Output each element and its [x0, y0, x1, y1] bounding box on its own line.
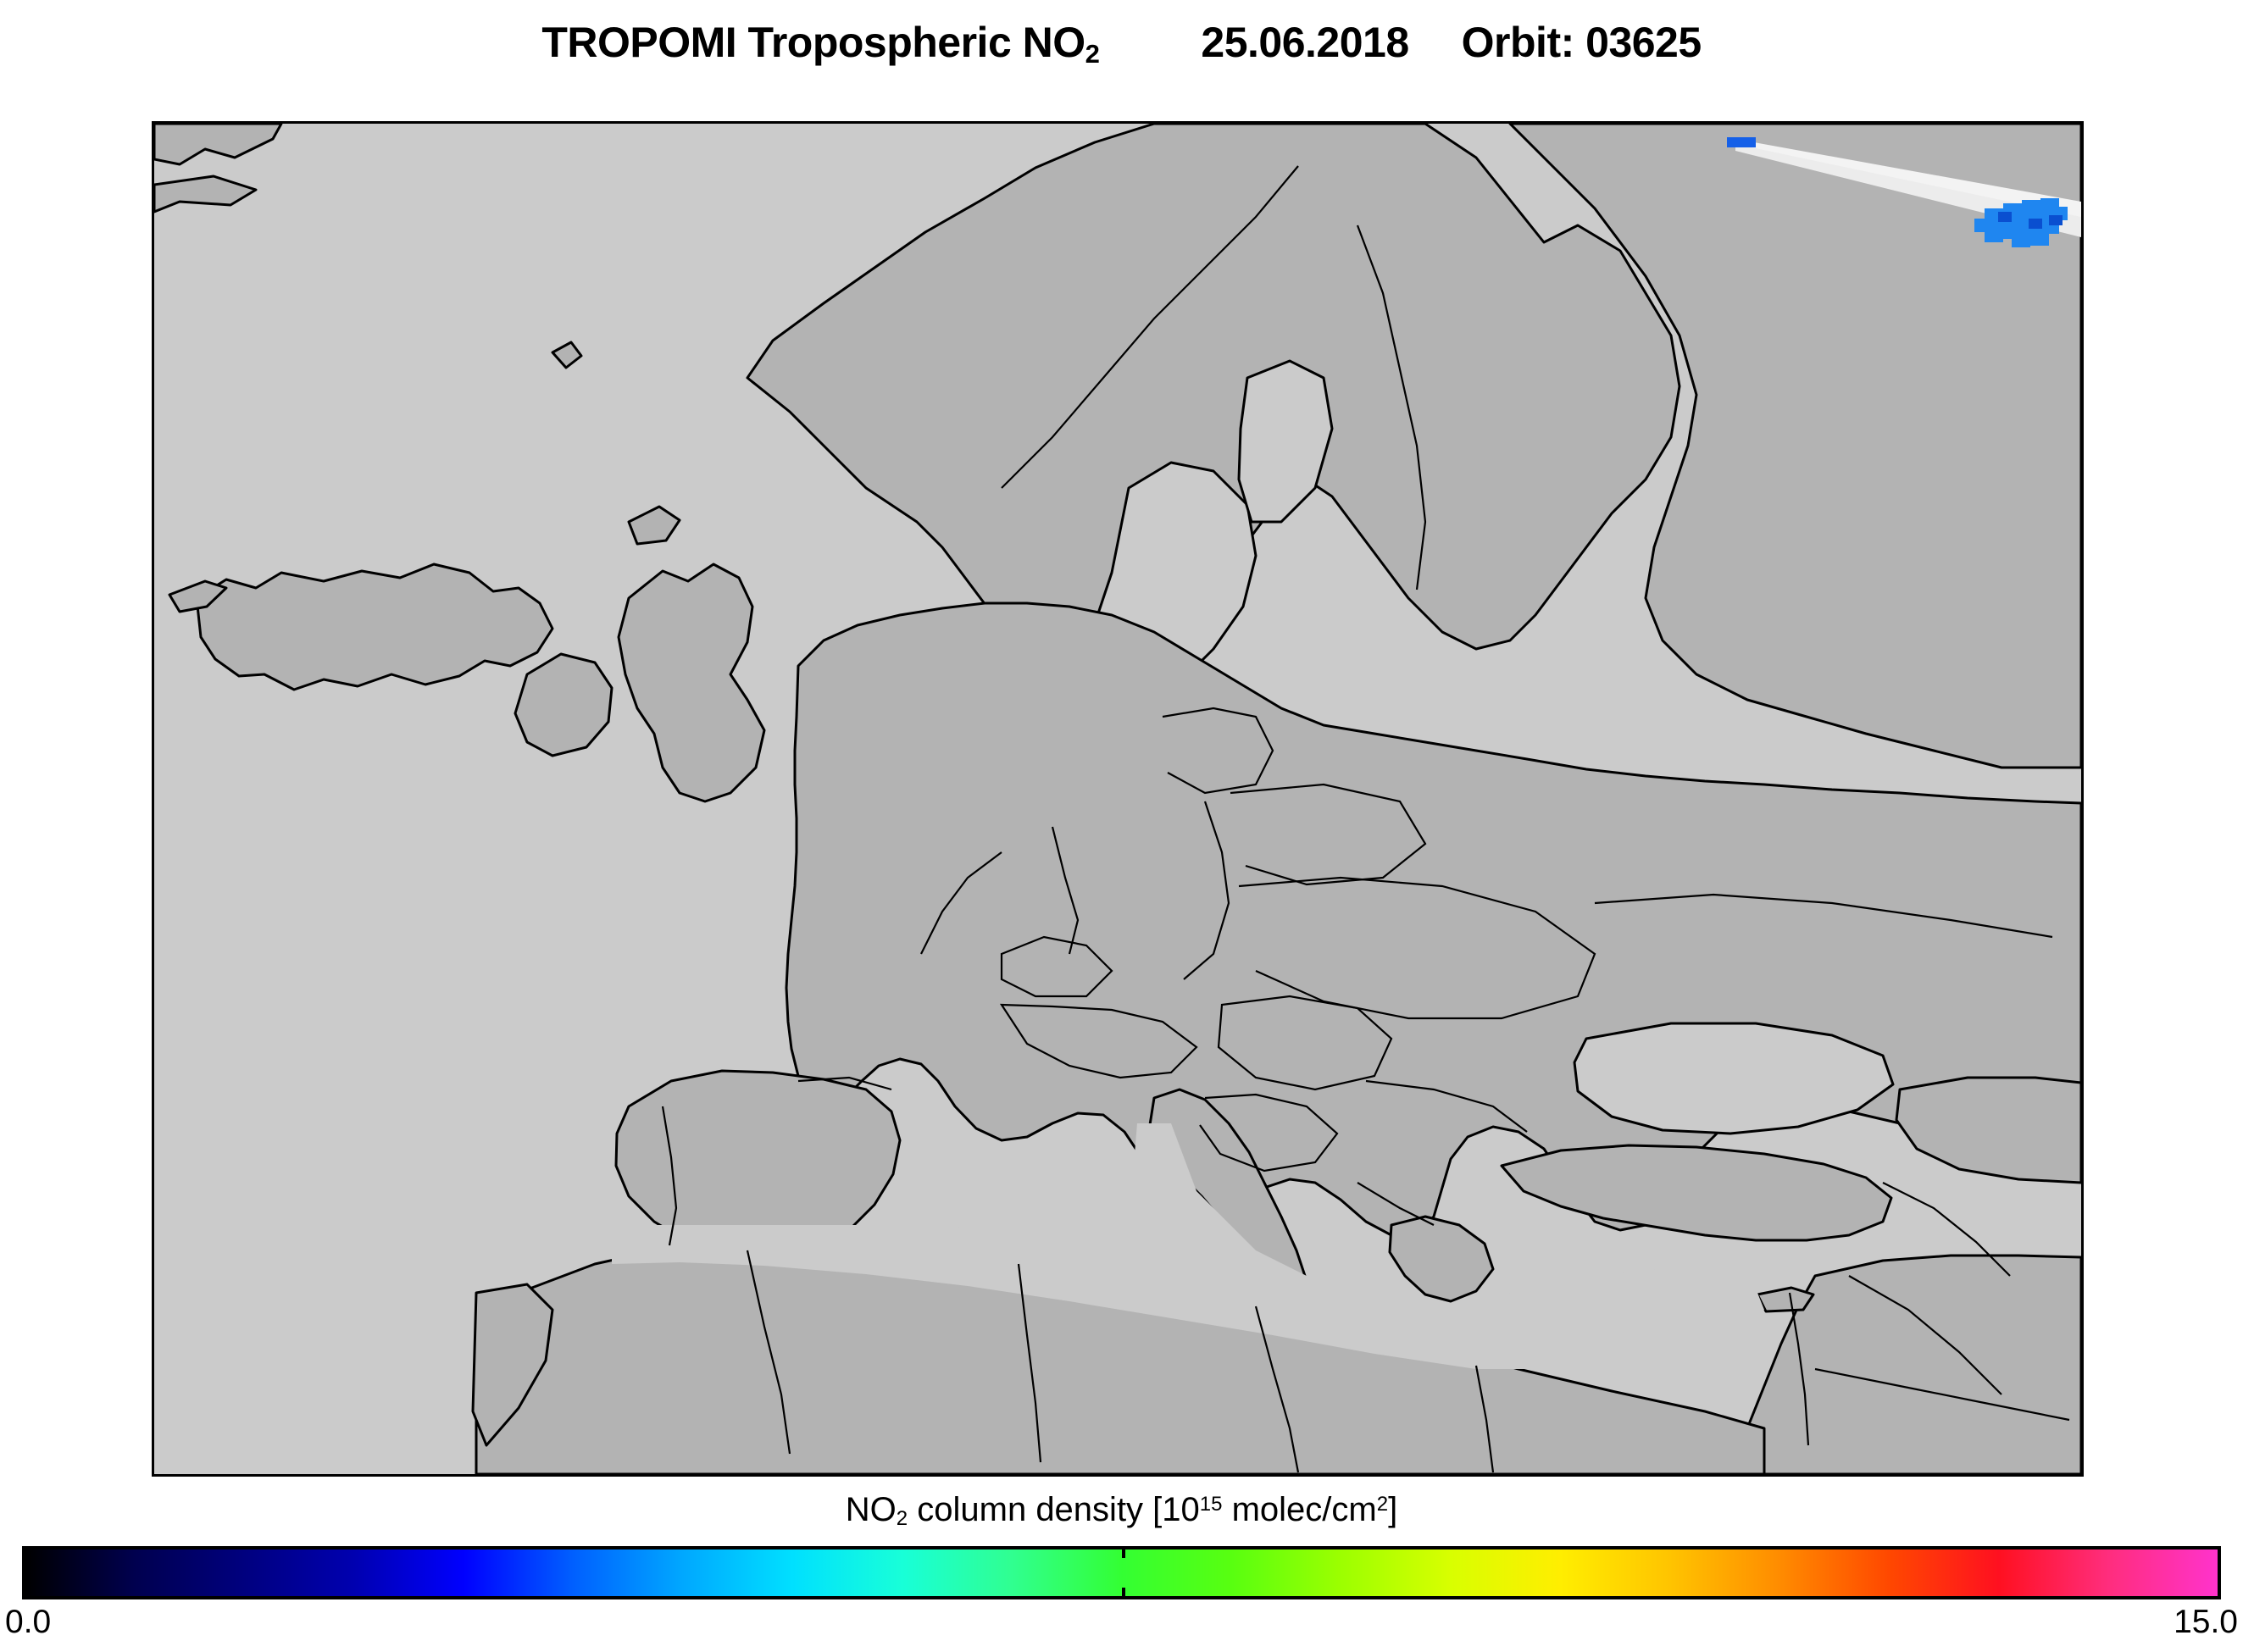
- border-finland-russia: [1356, 225, 1427, 590]
- border-scandinavia-ns: [1001, 165, 1299, 489]
- cyprus: [1756, 1286, 1815, 1313]
- border-belarus: [1230, 783, 1427, 886]
- border-czech: [1000, 935, 1113, 998]
- great-britain: [617, 563, 766, 803]
- colorbar-title-no: NO: [845, 1491, 897, 1528]
- greenland-edge: [154, 124, 283, 166]
- border-russia-south: [1594, 893, 2053, 939]
- border-austria-hungary: [999, 1003, 1198, 1079]
- gulf-of-bothnia: [1237, 359, 1334, 524]
- border-romania: [1217, 995, 1393, 1091]
- border-north-africa-1: [746, 1250, 791, 1455]
- iceland-nw-peninsula: [168, 579, 228, 613]
- page-title-bar: TROPOMI Tropospheric NO2 25.06.2018 Orbi…: [0, 0, 2243, 85]
- border-baltics: [1162, 707, 1274, 795]
- border-north-africa-2: [1017, 1263, 1042, 1463]
- map-panel[interactable]: [152, 121, 2084, 1477]
- border-ukraine: [1238, 876, 1596, 1020]
- colorbar-tick-mid-bottom: [1121, 1588, 1125, 1599]
- colorbar-title-end: ]: [1388, 1491, 1398, 1528]
- colorbar-label-max: 15.0: [2174, 1604, 2238, 1640]
- colorbar-title-exp2: 2: [1376, 1493, 1389, 1516]
- border-bulgaria: [1365, 1079, 1528, 1133]
- border-syria-iraq: [1848, 1275, 2002, 1395]
- map-canvas: [154, 124, 2081, 1474]
- border-israel-jordan: [1788, 1292, 1810, 1446]
- acquisition-date: 25.06.2018: [1201, 19, 1409, 66]
- border-egypt-libya: [1474, 1365, 1495, 1473]
- landmasses: [154, 124, 2081, 1474]
- ireland: [514, 652, 613, 757]
- mediterranean-sea: [612, 1123, 1764, 1369]
- orbit-swath: [1727, 137, 2081, 247]
- nw-russia: [1508, 124, 2081, 769]
- border-north-africa-3: [1254, 1306, 1300, 1473]
- border-balkan-greece: [1357, 1182, 1435, 1226]
- morocco-atlantic: [471, 1283, 554, 1447]
- iberia: [614, 1069, 902, 1257]
- jan-mayen: [551, 341, 583, 369]
- swath-pixels-dark: [1998, 212, 2063, 229]
- page-title-subscript: 2: [1085, 38, 1100, 69]
- iceland: [195, 563, 554, 691]
- scotland-isles: [627, 505, 681, 546]
- page-title: TROPOMI Tropospheric NO2: [541, 18, 1100, 69]
- swath-pixel-left: [1727, 137, 1756, 147]
- border-iberia-portugal: [661, 1106, 678, 1246]
- middle-east: [1746, 1254, 2081, 1474]
- border-spain-france: [797, 1076, 892, 1091]
- caucasus: [1895, 1076, 2081, 1184]
- swath-pixels-right: [1974, 198, 2068, 247]
- border-france-germany: [920, 851, 1002, 955]
- black-sea: [1573, 1022, 1895, 1135]
- border-poland-east: [1183, 801, 1230, 980]
- colorbar-title-sub: 2: [896, 1507, 908, 1531]
- turkey: [1500, 1144, 1893, 1242]
- colorbar-title-exp: 15: [1199, 1493, 1223, 1516]
- colorbar-title: NO2 column density [1015 molec/cm2]: [0, 1491, 2243, 1531]
- border-turkey-iran: [1882, 1182, 2011, 1277]
- colorbar-wrap[interactable]: [22, 1546, 2221, 1599]
- colorbar-label-min: 0.0: [5, 1604, 52, 1640]
- border-balkans-1: [1199, 1093, 1339, 1172]
- border-germany-poland: [1051, 826, 1080, 955]
- orbit-number: Orbit: 03625: [1461, 19, 1702, 66]
- colorbar-title-tail: molec/cm: [1222, 1491, 1377, 1528]
- colorbar-title-mid: column density [10: [908, 1491, 1200, 1528]
- border-saudi: [1814, 1367, 2070, 1422]
- title-meta: 25.06.2018 Orbit: 03625: [1201, 18, 1702, 67]
- arctic-islands-nw: [154, 175, 258, 213]
- page-title-text: TROPOMI Tropospheric NO: [541, 19, 1085, 66]
- country-borders: [661, 165, 2070, 1473]
- greece: [1388, 1215, 1495, 1303]
- colorbar-tick-mid-top: [1121, 1546, 1125, 1558]
